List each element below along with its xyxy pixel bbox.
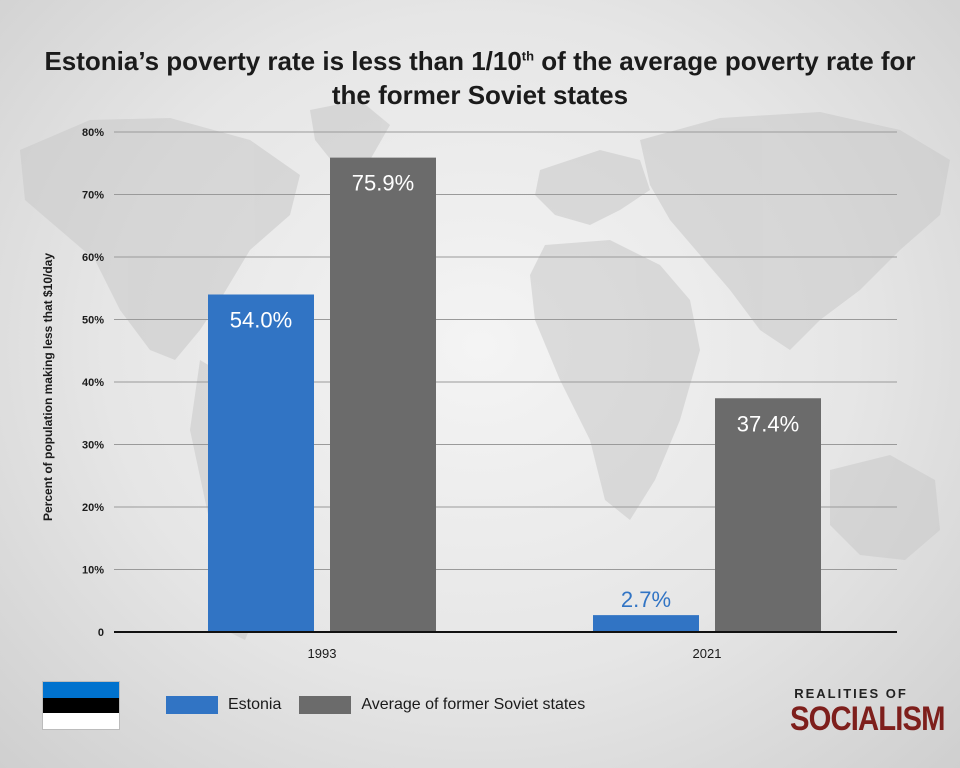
data-label-soviet-average-2021: 37.4% <box>737 411 799 436</box>
brand-logo-bottom: SOCIALISM <box>789 700 946 738</box>
y-tick-label-50: 50% <box>82 315 104 327</box>
y-axis-label: Percent of population making less that $… <box>41 253 55 521</box>
legend-item-soviet-average: Average of former Soviet states <box>299 696 585 714</box>
y-tick-label-70: 70% <box>82 190 104 202</box>
brand-logo-top: REALITIES OF <box>794 686 908 701</box>
x-tick-label-2021: 2021 <box>693 646 722 661</box>
y-tick-label-20: 20% <box>82 502 104 514</box>
legend-label-soviet-average: Average of former Soviet states <box>361 696 586 713</box>
bars <box>208 157 821 632</box>
bar-soviet-average-2021 <box>715 398 821 632</box>
data-label-soviet-average-1993: 75.9% <box>352 171 414 196</box>
brand-logo: REALITIES OF SOCIALISM <box>780 686 946 738</box>
y-tick-label-60: 60% <box>82 252 104 264</box>
data-label-estonia-2021: 2.7% <box>621 587 671 612</box>
title-superscript: th <box>521 48 535 64</box>
flag-stripe-black <box>43 697 119 714</box>
y-tick-label-10: 10% <box>82 565 104 577</box>
bar-estonia-1993 <box>208 294 314 632</box>
flag-stripe-blue <box>43 682 119 698</box>
data-labels: 54.0% 75.9% 2.7% 37.4% <box>230 171 799 613</box>
y-tick-label-30: 30% <box>82 440 104 452</box>
data-label-estonia-1993: 54.0% <box>230 308 292 333</box>
y-tick-label-0: 0 <box>98 627 104 639</box>
legend-item-estonia: Estonia <box>166 696 281 714</box>
legend-swatch-estonia <box>166 696 218 714</box>
x-tick-label-1993: 1993 <box>308 646 337 661</box>
chart-title: Estonia’s poverty rate is less than 1/10… <box>44 46 916 110</box>
y-tick-label-80: 80% <box>82 127 104 139</box>
chart-legend: Estonia Average of former Soviet states <box>166 694 603 716</box>
estonia-flag-icon <box>42 681 120 730</box>
legend-swatch-soviet-average <box>299 696 352 714</box>
legend-label-estonia: Estonia <box>228 696 282 713</box>
x-axis-ticks: 1993 2021 <box>308 646 722 661</box>
bar-estonia-2021 <box>593 615 699 632</box>
bar-soviet-average-1993 <box>330 157 436 632</box>
flag-stripe-white <box>43 713 119 729</box>
y-axis-ticks: 0 10% 20% 30% 40% 50% 60% 70% 80% <box>82 127 104 639</box>
y-tick-label-40: 40% <box>82 377 104 389</box>
